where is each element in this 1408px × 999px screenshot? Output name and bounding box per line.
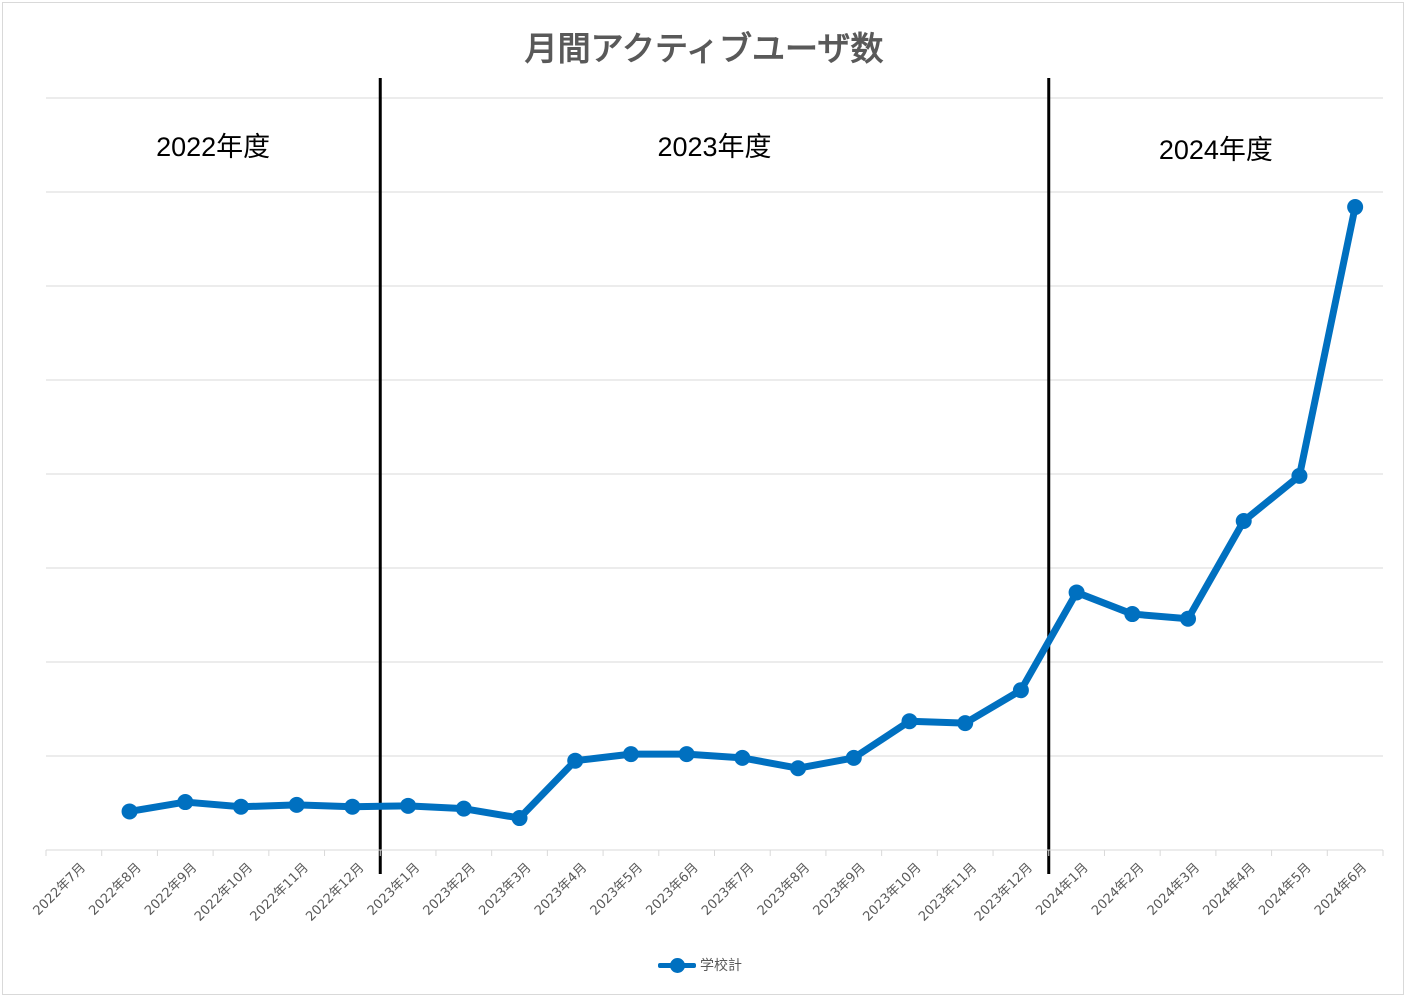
data-point <box>232 798 249 815</box>
data-point <box>734 749 751 766</box>
data-point <box>1180 610 1197 627</box>
x-tick-label: 2022年7月 <box>31 860 89 918</box>
x-tick-label: 2024年1月 <box>1033 860 1091 918</box>
data-point <box>455 800 472 817</box>
x-tick-label: 2023年3月 <box>476 860 534 918</box>
data-point <box>567 752 584 769</box>
x-tick-label: 2023年9月 <box>811 860 869 918</box>
x-tick-label: 2022年11月 <box>248 860 312 924</box>
legend-label: 学校計 <box>700 958 742 974</box>
x-tick-label: 2023年10月 <box>860 860 924 924</box>
fiscal-year-label: 2022年度 <box>156 132 271 162</box>
x-tick-label: 2024年2月 <box>1089 860 1147 918</box>
x-tick-label: 2023年7月 <box>699 860 757 918</box>
fiscal-year-label: 2024年度 <box>1158 135 1273 165</box>
x-tick-label: 2023年11月 <box>916 860 980 924</box>
series-line <box>126 203 1359 822</box>
data-point <box>344 798 361 815</box>
fiscal-year-dividers <box>378 78 1051 874</box>
x-tick-label: 2023年1月 <box>365 860 423 918</box>
data-point <box>511 810 528 827</box>
x-tick-label: 2023年12月 <box>972 860 1036 924</box>
data-point <box>957 715 974 732</box>
x-tick-label: 2024年3月 <box>1145 860 1203 918</box>
x-tick-label: 2023年8月 <box>755 860 813 918</box>
x-tick-label: 2022年9月 <box>142 860 200 918</box>
data-point <box>1235 513 1252 529</box>
data-point <box>1291 467 1308 484</box>
data-point <box>1124 606 1141 623</box>
data-point <box>790 760 807 777</box>
x-tick-label: 2023年5月 <box>588 860 646 918</box>
legend[interactable]: 学校計 <box>658 953 742 977</box>
data-point <box>622 746 639 763</box>
x-tick-label: 2024年5月 <box>1256 860 1314 918</box>
data-point <box>177 794 194 811</box>
series-school-total <box>121 199 1364 827</box>
data-point <box>288 796 305 813</box>
x-tick-label: 2023年4月 <box>532 860 590 918</box>
data-point <box>901 713 918 730</box>
x-tick-label: 2024年6月 <box>1312 860 1370 918</box>
x-axis: 2022年7月2022年8月2022年9月2022年10月2022年11月202… <box>31 849 1384 925</box>
x-tick-label: 2022年12月 <box>303 860 367 924</box>
chart-title: 月間アクティブユーザ数 <box>524 29 884 68</box>
legend-line-marker <box>658 957 696 973</box>
x-tick-label: 2022年8月 <box>86 860 144 918</box>
data-point <box>1068 584 1085 601</box>
data-point <box>845 749 862 766</box>
x-tick-label: 2023年6月 <box>643 860 701 918</box>
x-tick-label: 2022年10月 <box>192 860 256 924</box>
fiscal-year-label: 2023年度 <box>657 132 772 162</box>
data-point <box>121 803 138 820</box>
data-point <box>1347 199 1364 216</box>
data-point <box>1012 682 1029 699</box>
legend-dot-icon <box>670 957 685 973</box>
data-point <box>400 797 417 814</box>
data-point <box>678 746 695 763</box>
gridlines <box>46 97 1383 757</box>
x-tick-label: 2023年2月 <box>421 860 479 918</box>
x-tick-label: 2024年4月 <box>1201 860 1259 918</box>
